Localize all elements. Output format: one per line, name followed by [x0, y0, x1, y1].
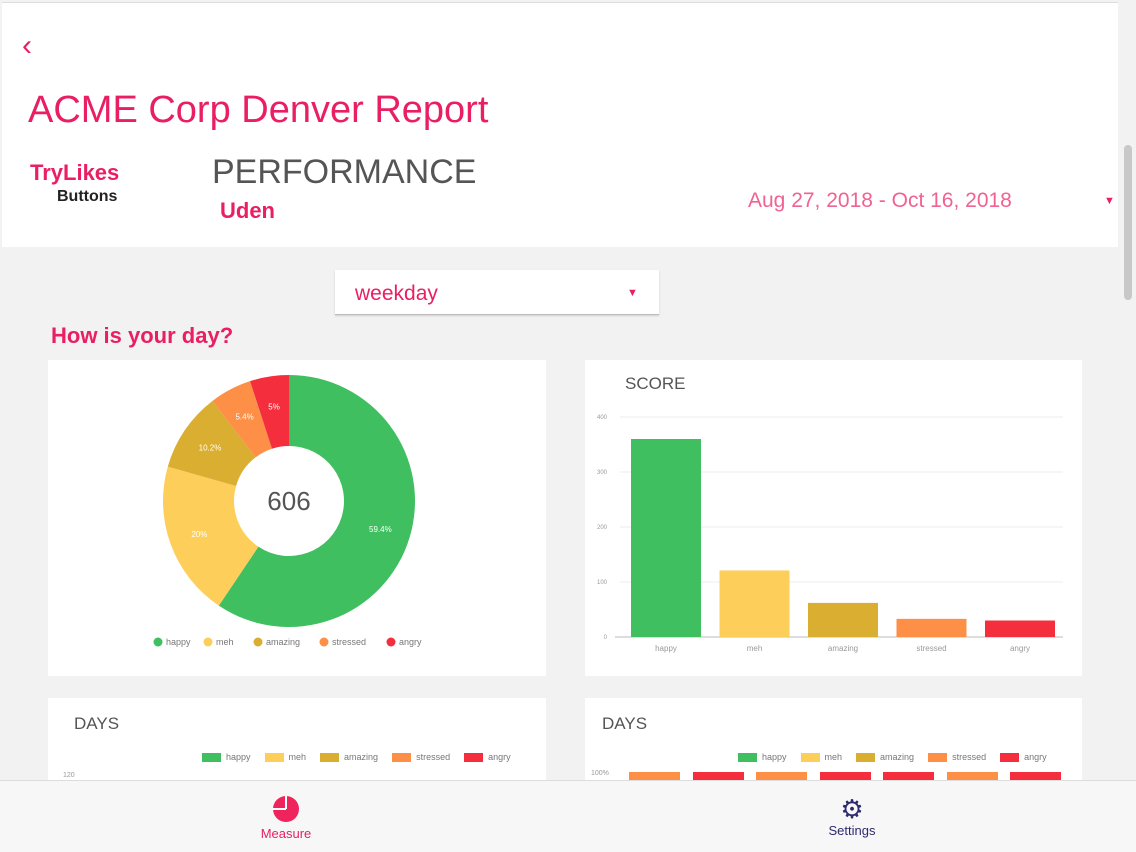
legend-swatch	[264, 753, 284, 763]
legend-swatch	[464, 753, 484, 763]
pie-chart-icon	[273, 796, 299, 822]
legend-item: meh	[800, 752, 842, 763]
bar-stressed	[896, 618, 967, 637]
logo: TryLikes	[30, 160, 120, 185]
legend-item: meh	[264, 752, 306, 763]
select-value: weekday	[355, 282, 438, 305]
legend-swatch	[856, 753, 876, 763]
legend-item: angry	[1000, 752, 1047, 763]
legend-item: happy	[202, 752, 251, 763]
x-tick: stressed	[916, 644, 946, 653]
legend-label: amazing	[266, 637, 300, 647]
x-tick: angry	[1010, 644, 1030, 653]
slice-label: 20%	[191, 530, 207, 539]
legend-item: happy	[738, 752, 787, 763]
scrollbar[interactable]	[1124, 145, 1132, 300]
legend-item: amazing	[320, 752, 378, 763]
gear-icon: ⚙	[840, 794, 864, 824]
pie-slice-amazing	[167, 400, 256, 486]
bar-meh	[719, 570, 790, 637]
legend-swatch	[800, 753, 820, 763]
legend-item: amazing	[856, 752, 914, 763]
legend: happy meh amazing stressed angry	[202, 752, 511, 763]
legend-dot	[153, 637, 163, 647]
stacked-bar	[692, 772, 744, 780]
total-label: 606	[267, 486, 310, 516]
y-tick: 100	[597, 580, 608, 586]
stacked-bar	[1010, 772, 1061, 780]
stacked-bar	[946, 772, 998, 780]
y-tick: 300	[597, 470, 608, 476]
y-tick: 200	[597, 525, 608, 531]
legend-item: stressed	[392, 752, 450, 763]
nav-measure[interactable]: Measure	[226, 795, 346, 841]
score-card: SCORE 0 100 200 300 400 happy meh amazing stress…	[585, 360, 1082, 676]
chart-title: DAYS	[74, 714, 120, 733]
donut-chart: 59.4% 20% 10.2% 5.4% 5% 606 happy meh amazing str…	[153, 375, 422, 647]
chart-title: DAYS	[602, 714, 648, 733]
legend-swatch	[202, 753, 221, 763]
slice-label: 59.4%	[369, 525, 392, 534]
legend-dot	[386, 637, 396, 647]
bottom-nav: Measure ⚙ Settings	[0, 780, 1136, 852]
pie-slice-angry	[250, 375, 289, 449]
location-label: Uden	[220, 198, 275, 223]
legend-label: happy	[166, 637, 191, 647]
donut-card: 59.4% 20% 10.2% 5.4% 5% 606 happy meh amazing str…	[48, 360, 546, 676]
x-tick: meh	[747, 644, 763, 653]
bar-amazing	[808, 602, 878, 637]
y-tick: 0	[604, 635, 608, 641]
slice-label: 10.2%	[199, 443, 222, 452]
bar-angry	[985, 620, 1055, 637]
stacked-bar	[883, 772, 934, 780]
x-tick: amazing	[828, 644, 858, 653]
slice-label: 5%	[268, 403, 280, 412]
nav-label: Settings	[828, 823, 876, 838]
question-heading: How is your day?	[51, 323, 234, 348]
chart-title: SCORE	[625, 374, 686, 393]
nav-label: Measure	[260, 826, 312, 841]
chevron-down-icon: ▼	[627, 287, 638, 299]
legend: happy meh amazing stressed angry	[738, 752, 1047, 763]
legend-dot	[203, 637, 213, 647]
stacked-bar	[819, 772, 871, 780]
stacked-bar	[629, 772, 680, 780]
legend-label: stressed	[332, 637, 366, 647]
logo-subtitle: Buttons	[57, 188, 118, 205]
legend-swatch	[1000, 753, 1020, 763]
legend-dot	[253, 637, 263, 647]
legend-swatch	[392, 753, 412, 763]
pie-slice-happy	[218, 375, 415, 627]
section-title: PERFORMANCE	[212, 153, 477, 191]
legend-swatch	[738, 753, 757, 763]
y-tick: 120	[63, 772, 75, 779]
header: ‹ ACME Corp Denver Report TryLikes Butto…	[2, 2, 1118, 247]
x-tick: happy	[655, 644, 677, 653]
slice-label: 5.4%	[235, 412, 253, 421]
legend-label: angry	[399, 637, 422, 647]
content: weekday ▼ How is your day? 59.4% 20% 10.2%…	[0, 247, 1118, 838]
chevron-down-icon[interactable]: ▼	[1104, 195, 1115, 207]
legend-item: stressed	[928, 752, 986, 763]
y-tick: 400	[597, 415, 608, 421]
legend-dot	[319, 637, 329, 647]
legend-swatch	[928, 753, 948, 763]
date-range-picker[interactable]: Aug 27, 2018 - Oct 16, 2018	[748, 189, 1012, 212]
page-title: ACME Corp Denver Report	[28, 89, 489, 131]
bar-happy	[631, 439, 701, 637]
pie-slice-meh	[163, 466, 259, 606]
stacked-bar	[756, 772, 807, 780]
group-by-select[interactable]: weekday ▼	[335, 270, 659, 315]
score-bar-chart: 0 100 200 300 400 happy meh amazing stressed angr…	[597, 415, 1063, 653]
pie-slice-stressed	[212, 381, 273, 458]
back-button[interactable]: ‹	[22, 29, 32, 62]
y-tick: 100%	[591, 770, 609, 777]
legend-label: meh	[216, 637, 234, 647]
nav-settings[interactable]: ⚙ Settings	[792, 795, 912, 838]
legend-item: angry	[464, 752, 511, 763]
legend-swatch	[320, 753, 340, 763]
